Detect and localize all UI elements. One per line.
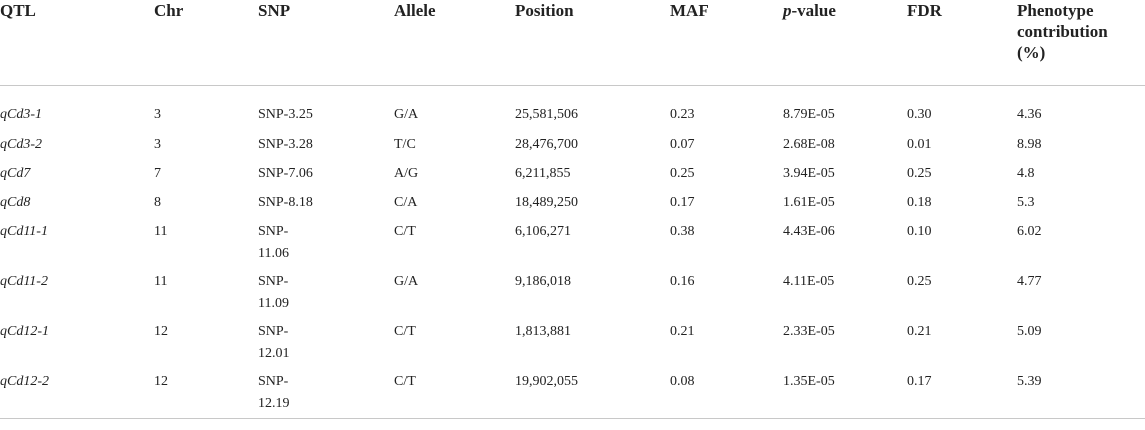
header-allele: Allele: [394, 0, 515, 86]
header-phenotype-line2: contribution: [1017, 22, 1108, 41]
header-pvalue-p: p: [783, 1, 792, 20]
cell-maf: 0.38: [670, 224, 695, 239]
cell-position: 28,476,700: [515, 137, 578, 152]
cell-pvalue: 1.35E-05: [783, 365, 907, 419]
cell-fdr: 0.10: [907, 224, 932, 239]
cell-pvalue: 4.11E-05: [783, 274, 835, 289]
cell-snp: SNP-3.28: [258, 137, 313, 152]
cell-snp: SNP- 11.09: [258, 274, 289, 311]
header-phenotype-line3: (%): [1017, 43, 1046, 62]
cell-snp: SNP-7.06: [258, 166, 313, 181]
table-row: qCd12-1 12 SNP- 12.01 C/T 1,813,881 0.21 2.33E-…: [0, 315, 1145, 365]
cell-fdr: 0.25: [907, 166, 932, 181]
cell-pvalue: 4.43E-06: [783, 224, 835, 239]
cell-qtl: qCd8: [0, 195, 31, 210]
header-phenotype: Phenotype contribution (%): [1017, 0, 1145, 86]
cell-fdr: 0.25: [907, 274, 932, 289]
cell-pvalue: 8.79E-05: [783, 106, 835, 122]
cell-position: 6,211,855: [515, 166, 571, 181]
cell-qtl: qCd7: [0, 166, 31, 181]
cell-phenotype: 6.02: [1017, 224, 1042, 239]
cell-phenotype: 4.8: [1017, 166, 1035, 181]
cell-fdr: 0.21: [907, 324, 932, 339]
table-row: qCd7 7 SNP-7.06 A/G 6,211,855 0.25 3.94E-05 0.2…: [0, 157, 1145, 186]
cell-fdr: 0.17: [907, 365, 1017, 419]
header-pvalue-rest: -value: [791, 1, 836, 20]
cell-allele: A/G: [394, 166, 419, 181]
cell-phenotype: 8.98: [1017, 137, 1042, 152]
cell-qtl: qCd11-2: [0, 274, 48, 289]
table-row: qCd3-1 3 SNP-3.25 G/A 25,581,506 0.23 8.79E-05…: [0, 85, 1145, 128]
cell-maf: 0.17: [670, 195, 695, 210]
cell-snp: SNP-3.25: [258, 106, 313, 122]
cell-fdr: 0.30: [907, 106, 932, 122]
table-row: qCd8 8 SNP-8.18 C/A 18,489,250 0.17 1.61E-05 0.…: [0, 186, 1145, 215]
cell-allele: G/A: [394, 106, 419, 122]
header-chr: Chr: [154, 0, 258, 86]
cell-snp: SNP- 12.01: [258, 324, 290, 361]
qtl-table: QTL Chr SNP Allele Position MAF p-value …: [0, 0, 1145, 419]
cell-position: 18,489,250: [515, 195, 578, 210]
table-header: QTL Chr SNP Allele Position MAF p-value …: [0, 0, 1145, 86]
header-position: Position: [515, 0, 670, 86]
cell-pvalue: 1.61E-05: [783, 195, 835, 210]
header-maf: MAF: [670, 0, 783, 86]
cell-position: 1,813,881: [515, 324, 571, 339]
header-fdr: FDR: [907, 0, 1017, 86]
cell-fdr: 0.18: [907, 195, 932, 210]
table-body: qCd3-1 3 SNP-3.25 G/A 25,581,506 0.23 8.79E-05…: [0, 85, 1145, 419]
cell-allele: C/A: [394, 195, 418, 210]
cell-position: 19,902,055: [515, 365, 670, 419]
cell-pvalue: 2.33E-05: [783, 324, 835, 339]
header-snp: SNP: [258, 0, 394, 86]
cell-chr: 3: [154, 106, 161, 122]
cell-snp: SNP- 11.06: [258, 224, 289, 261]
header-qtl: QTL: [0, 0, 154, 86]
cell-maf: 0.21: [670, 324, 695, 339]
cell-allele: G/A: [394, 274, 419, 289]
cell-position: 9,186,018: [515, 274, 571, 289]
header-phenotype-line1: Phenotype: [1017, 1, 1094, 20]
cell-qtl: qCd11-1: [0, 224, 48, 239]
cell-maf: 0.23: [670, 106, 695, 122]
table-row: qCd11-2 11 SNP- 11.09 G/A 9,186,018 0.16 4.11E-…: [0, 265, 1145, 315]
cell-qtl: qCd3-2: [0, 137, 42, 152]
cell-maf: 0.08: [670, 365, 783, 419]
cell-qtl: qCd12-1: [0, 324, 49, 339]
cell-allele: C/T: [394, 224, 416, 239]
table-row: qCd3-2 3 SNP-3.28 T/C 28,476,700 0.07 2.68E-08…: [0, 128, 1145, 157]
header-pvalue: p-value: [783, 0, 907, 86]
cell-chr: 3: [154, 137, 161, 152]
table-row: qCd12-2 12 SNP- 12.19 C/T 19,902,055 0.08 1.35E…: [0, 365, 1145, 419]
cell-chr: 11: [154, 224, 168, 239]
cell-qtl: qCd12-2: [0, 365, 154, 419]
cell-snp: SNP- 12.19: [258, 365, 394, 419]
cell-qtl: qCd3-1: [0, 106, 42, 122]
cell-pvalue: 3.94E-05: [783, 166, 835, 181]
cell-maf: 0.16: [670, 274, 695, 289]
cell-phenotype: 5.09: [1017, 324, 1042, 339]
table-row: qCd11-1 11 SNP- 11.06 C/T 6,106,271 0.38 4.43E-…: [0, 215, 1145, 265]
cell-chr: 11: [154, 274, 168, 289]
cell-phenotype: 4.77: [1017, 274, 1042, 289]
cell-fdr: 0.01: [907, 137, 932, 152]
cell-pvalue: 2.68E-08: [783, 137, 835, 152]
cell-allele: T/C: [394, 137, 416, 152]
cell-chr: 7: [154, 166, 161, 181]
cell-phenotype: 5.3: [1017, 195, 1035, 210]
cell-position: 25,581,506: [515, 106, 578, 122]
cell-position: 6,106,271: [515, 224, 571, 239]
cell-maf: 0.07: [670, 137, 695, 152]
cell-maf: 0.25: [670, 166, 695, 181]
cell-chr: 12: [154, 324, 168, 339]
header-row: QTL Chr SNP Allele Position MAF p-value …: [0, 0, 1145, 86]
cell-snp: SNP-8.18: [258, 195, 313, 210]
cell-allele: C/T: [394, 365, 515, 419]
cell-chr: 12: [154, 365, 258, 419]
cell-phenotype: 4.36: [1017, 106, 1042, 122]
cell-chr: 8: [154, 195, 161, 210]
cell-allele: C/T: [394, 324, 416, 339]
cell-phenotype: 5.39: [1017, 365, 1145, 419]
